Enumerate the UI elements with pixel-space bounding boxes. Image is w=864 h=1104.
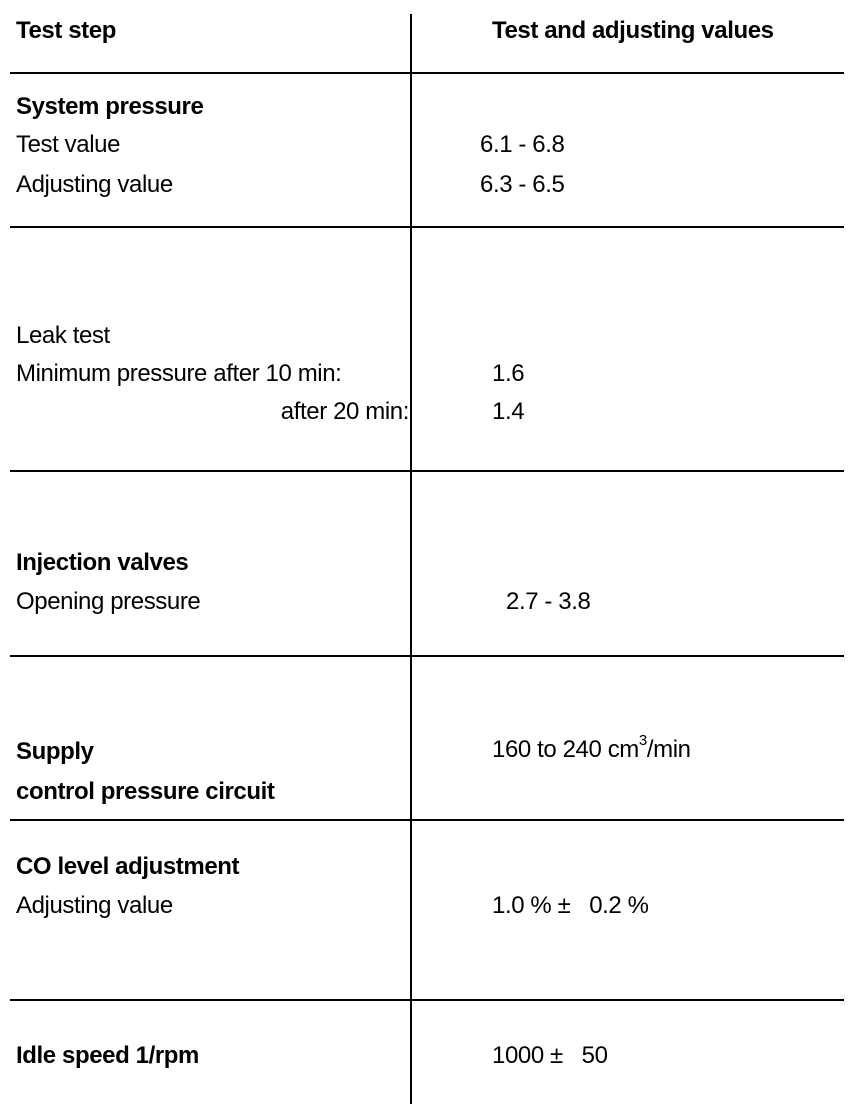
system-pressure-adjust-label: Adjusting value <box>16 171 173 198</box>
supply-value-exponent: 3 <box>638 732 647 749</box>
section-rule <box>10 470 844 472</box>
section-rule <box>10 999 844 1001</box>
column-divider <box>410 14 412 1104</box>
supply-title-line2: control pressure circuit <box>16 778 275 805</box>
injection-valves-title: Injection valves <box>16 549 189 576</box>
system-pressure-adjust-value: 6.3 - 6.5 <box>480 171 565 198</box>
section-rule <box>10 226 844 228</box>
system-pressure-test-value: 6.1 - 6.8 <box>480 131 565 158</box>
system-pressure-test-label: Test value <box>16 131 121 158</box>
section-rule <box>10 819 844 821</box>
section-rule <box>10 655 844 657</box>
supply-value-main: 160 to 240 cm <box>492 736 639 763</box>
header-rule <box>10 72 844 74</box>
co-level-adjust-value: 1.0 % ± 0.2 % <box>492 892 649 919</box>
idle-speed-value: 1000 ± 50 <box>492 1042 608 1069</box>
system-pressure-title: System pressure <box>16 93 204 120</box>
co-level-adjust-label: Adjusting value <box>16 892 173 919</box>
supply-value-unit: /min <box>646 736 691 763</box>
supply-value: 160 to 240 cm3/min <box>492 733 691 763</box>
injection-opening-value: 2.7 - 3.8 <box>506 588 591 615</box>
supply-title-line1: Supply <box>16 738 94 765</box>
leak-test-title: Leak test <box>16 322 110 349</box>
leak-test-min-value: 1.6 <box>492 360 525 387</box>
header-test-values: Test and adjusting values <box>492 17 774 44</box>
injection-opening-label: Opening pressure <box>16 588 201 615</box>
leak-test-min-label: Minimum pressure after 10 min: <box>16 360 342 387</box>
idle-speed-title: Idle speed 1/rpm <box>16 1042 199 1069</box>
leak-test-after20-value: 1.4 <box>492 398 525 425</box>
co-level-title: CO level adjustment <box>16 853 240 880</box>
leak-test-after20-label: after 20 min: <box>280 398 410 425</box>
header-test-step: Test step <box>16 17 116 44</box>
